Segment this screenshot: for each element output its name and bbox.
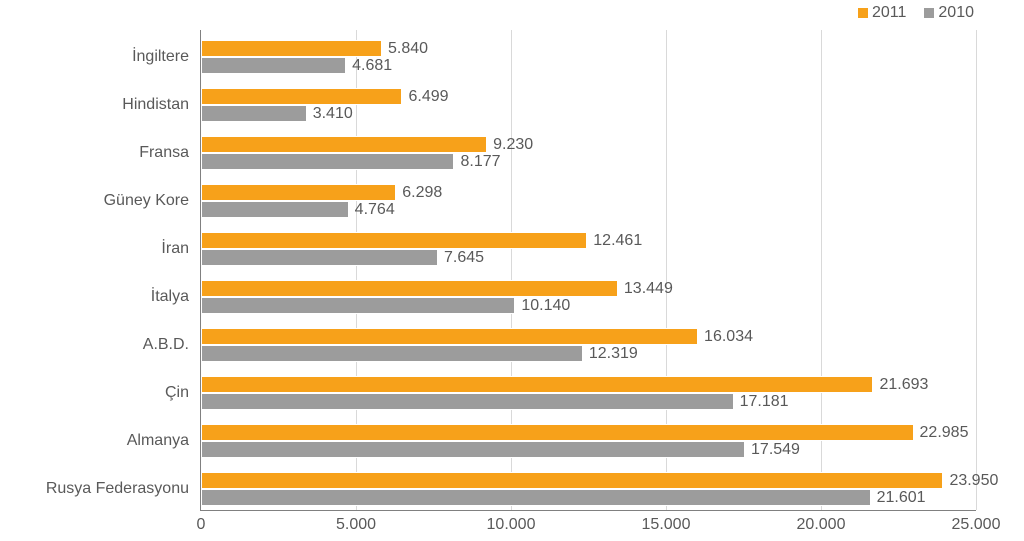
bar-2010 bbox=[201, 201, 349, 218]
category-label: İtalya bbox=[151, 288, 201, 306]
bar-value-2011: 13.449 bbox=[624, 280, 673, 298]
legend-swatch-2011 bbox=[858, 8, 868, 18]
bar-2010 bbox=[201, 345, 583, 362]
bar-2010 bbox=[201, 441, 745, 458]
bar-2010 bbox=[201, 153, 454, 170]
bar-value-2010: 17.549 bbox=[751, 441, 800, 459]
x-tick-label: 5.000 bbox=[336, 516, 376, 534]
bar-value-2010: 8.177 bbox=[460, 153, 500, 171]
bar-value-2011: 6.499 bbox=[408, 88, 448, 106]
plot-area: 05.00010.00015.00020.00025.000İngiltere5… bbox=[200, 30, 976, 511]
bar-value-2011: 6.298 bbox=[402, 184, 442, 202]
bar-value-2010: 7.645 bbox=[444, 249, 484, 267]
category-label: A.B.D. bbox=[143, 336, 201, 354]
category-label: Rusya Federasyonu bbox=[46, 480, 201, 498]
bar-value-2010: 21.601 bbox=[877, 489, 926, 507]
legend-label-2010: 2010 bbox=[938, 4, 974, 22]
x-tick-label: 10.000 bbox=[487, 516, 536, 534]
bar-value-2011: 12.461 bbox=[593, 232, 642, 250]
bar-2011 bbox=[201, 232, 587, 249]
bar-2010 bbox=[201, 57, 346, 74]
gridline bbox=[976, 30, 977, 510]
x-tick-label: 20.000 bbox=[797, 516, 846, 534]
legend-label-2011: 2011 bbox=[872, 4, 906, 22]
bar-2011 bbox=[201, 472, 943, 489]
bar-value-2011: 22.985 bbox=[920, 424, 969, 442]
chart-container: 2011 2010 05.00010.00015.00020.00025.000… bbox=[0, 0, 1024, 541]
bar-2011 bbox=[201, 328, 698, 345]
bar-value-2010: 4.764 bbox=[355, 201, 395, 219]
category-label: Güney Kore bbox=[104, 192, 201, 210]
legend: 2011 2010 bbox=[858, 4, 974, 22]
bar-2011 bbox=[201, 184, 396, 201]
x-tick-label: 15.000 bbox=[642, 516, 691, 534]
bar-2010 bbox=[201, 489, 871, 506]
bar-value-2011: 5.840 bbox=[388, 40, 428, 58]
category-label: Çin bbox=[165, 384, 201, 402]
bar-2011 bbox=[201, 136, 487, 153]
bar-2011 bbox=[201, 424, 914, 441]
bar-2011 bbox=[201, 280, 618, 297]
bar-value-2010: 4.681 bbox=[352, 57, 392, 75]
bar-value-2010: 3.410 bbox=[313, 105, 353, 123]
bar-value-2010: 17.181 bbox=[740, 393, 789, 411]
category-label: İngiltere bbox=[132, 48, 201, 66]
bar-2010 bbox=[201, 297, 515, 314]
bar-value-2011: 23.950 bbox=[949, 472, 998, 490]
bar-2011 bbox=[201, 40, 382, 57]
legend-item-2011: 2011 bbox=[858, 4, 906, 22]
bar-value-2011: 21.693 bbox=[879, 376, 928, 394]
bar-2010 bbox=[201, 393, 734, 410]
bar-2011 bbox=[201, 88, 402, 105]
category-label: İran bbox=[161, 240, 201, 258]
bar-2010 bbox=[201, 105, 307, 122]
legend-swatch-2010 bbox=[924, 8, 934, 18]
legend-item-2010: 2010 bbox=[924, 4, 974, 22]
category-label: Fransa bbox=[139, 144, 201, 162]
category-label: Hindistan bbox=[122, 96, 201, 114]
x-tick-label: 0 bbox=[197, 516, 206, 534]
bar-2010 bbox=[201, 249, 438, 266]
bar-value-2011: 16.034 bbox=[704, 328, 753, 346]
bar-value-2011: 9.230 bbox=[493, 136, 533, 154]
category-label: Almanya bbox=[127, 432, 201, 450]
bar-2011 bbox=[201, 376, 873, 393]
x-tick-label: 25.000 bbox=[952, 516, 1001, 534]
bar-value-2010: 10.140 bbox=[521, 297, 570, 315]
bar-value-2010: 12.319 bbox=[589, 345, 638, 363]
